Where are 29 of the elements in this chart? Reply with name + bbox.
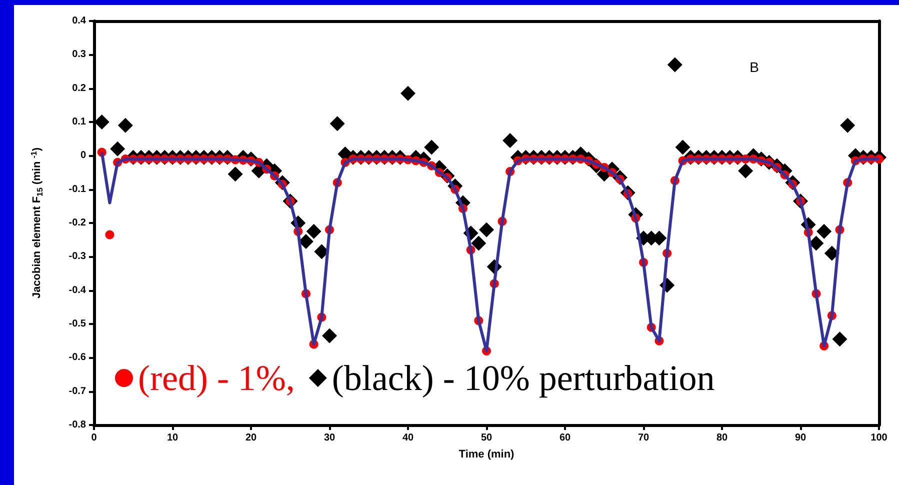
y-tick-label: 0 <box>80 150 86 162</box>
y-tick-label: -0.3 <box>68 251 86 262</box>
y-tick-label: -0.7 <box>68 386 86 397</box>
x-tick-label: 0 <box>91 432 98 444</box>
x-axis-title: Time (min) <box>458 448 515 460</box>
x-tick-label: 30 <box>324 432 336 444</box>
y-tick-label: -0.4 <box>68 284 86 296</box>
x-tick-label: 70 <box>638 432 650 444</box>
y-tick-label: -0.2 <box>68 218 86 228</box>
x-tick-label: 60 <box>559 432 571 444</box>
y-tick-label: -0.1 <box>68 184 86 195</box>
y-tick-label: -0.5 <box>68 318 86 330</box>
annotation: B <box>750 59 760 75</box>
y-axis-title: Jacobian element F15 (min -1) <box>30 147 44 299</box>
y-tick-label: -0.8 <box>68 420 86 430</box>
x-tick-label: 80 <box>716 432 728 444</box>
x-tick-label: 40 <box>402 432 414 444</box>
x-tick-label: 100 <box>870 432 888 444</box>
y-tick-label: 0.1 <box>72 116 86 128</box>
x-tick-label: 50 <box>480 432 492 444</box>
y-tick-label: 0.2 <box>72 82 86 94</box>
y-tick-label: 0.3 <box>72 49 86 60</box>
legend-label: (red) - 1%, <box>138 358 295 398</box>
x-tick-label: 10 <box>166 432 178 444</box>
x-tick-label: 20 <box>245 432 257 444</box>
y-tick-label: 0.4 <box>72 16 86 26</box>
y-tick-label: -0.6 <box>68 352 86 364</box>
x-tick-label: 90 <box>794 432 806 444</box>
legend-label: (black) - 10% perturbation <box>332 358 715 398</box>
